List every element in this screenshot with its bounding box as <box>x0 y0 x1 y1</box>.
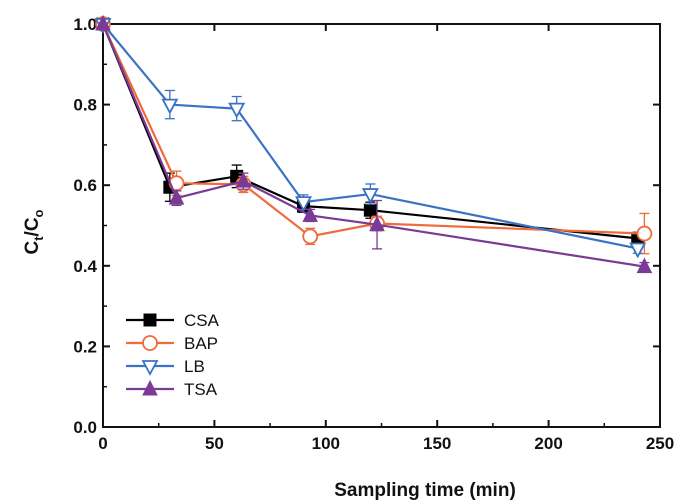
series-tsa <box>95 14 653 274</box>
data-point <box>369 215 385 232</box>
series-layer <box>94 14 653 274</box>
series-line-bap <box>102 23 645 238</box>
x-tick-label: 150 <box>423 434 451 453</box>
legend-marker <box>143 313 157 327</box>
y-tick-label: 0.0 <box>73 418 97 437</box>
legend-label: TSA <box>184 380 218 399</box>
y-tick-label: 0.6 <box>73 176 97 195</box>
y-tick-label: 0.4 <box>73 257 97 276</box>
data-point <box>629 242 647 259</box>
y-axis-title: Ct/Co <box>22 209 46 254</box>
data-point <box>235 172 252 188</box>
y-axis-title-sub2: o <box>31 209 46 217</box>
data-point <box>161 98 179 115</box>
svg-text:Ct/Co: Ct/Co <box>22 209 46 254</box>
legend-item-bap: BAP <box>126 334 218 353</box>
axis-ticks <box>102 23 661 428</box>
axis-tick-labels: 0 50 100 150 200 250 0.0 0.2 0.4 0.6 0.8 1.0 <box>73 15 674 453</box>
legend-item-lb: LB <box>126 357 205 376</box>
x-tick-label: 50 <box>205 434 224 453</box>
data-point <box>295 196 313 213</box>
series-line-tsa <box>101 23 645 268</box>
x-tick-label: 100 <box>312 434 340 453</box>
legend-marker <box>141 360 159 376</box>
x-tick-label: 0 <box>98 434 107 453</box>
series-bap <box>95 16 653 255</box>
legend: CSA BAP LB TSA <box>126 311 220 399</box>
series-csa <box>96 17 645 246</box>
legend-item-csa: CSA <box>126 311 220 330</box>
legend-marker <box>142 379 158 396</box>
data-point <box>95 14 111 31</box>
data-point <box>361 188 379 204</box>
data-point <box>302 206 319 222</box>
y-axis-title-main: C <box>22 241 43 255</box>
legend-item-tsa: TSA <box>126 379 218 399</box>
legend-label: BAP <box>184 334 218 353</box>
data-point <box>636 225 653 242</box>
y-tick-label: 1.0 <box>73 15 97 34</box>
y-axis-title-sub1: t <box>31 236 46 241</box>
x-tick-label: 200 <box>534 434 562 453</box>
series-line-csa <box>101 23 638 240</box>
data-point <box>302 228 319 245</box>
legend-marker <box>142 335 158 351</box>
series-line-lb <box>102 23 638 250</box>
y-tick-label: 0.8 <box>73 96 97 115</box>
x-axis-title: Sampling time (min) <box>334 480 516 501</box>
data-point <box>363 203 377 217</box>
data-point <box>168 188 185 205</box>
legend-label: CSA <box>184 311 220 330</box>
y-tick-label: 0.2 <box>73 337 97 356</box>
legend-label: LB <box>184 357 205 376</box>
data-point <box>636 257 653 274</box>
data-point <box>228 102 246 119</box>
y-axis-title-sep: /C <box>22 217 43 236</box>
x-tick-label: 250 <box>646 434 674 453</box>
